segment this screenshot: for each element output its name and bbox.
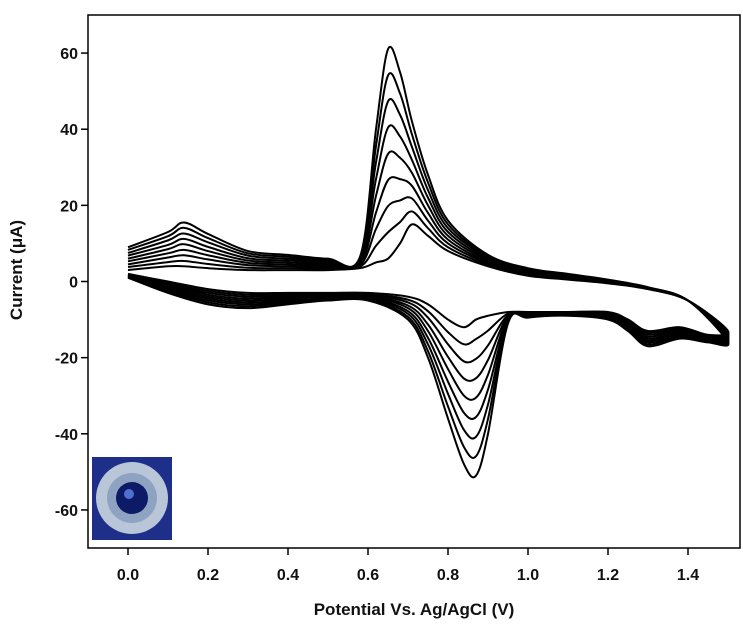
x-tick-label: 0.6 bbox=[357, 567, 379, 584]
x-tick-label: 1.0 bbox=[517, 567, 539, 584]
x-tick-label: 0.2 bbox=[197, 567, 219, 584]
cv-cycle bbox=[127, 46, 730, 479]
y-tick-label: 60 bbox=[60, 46, 78, 63]
plot-frame bbox=[87, 14, 741, 549]
y-tick-label: 40 bbox=[60, 122, 78, 139]
x-tick-label: 0.0 bbox=[117, 567, 139, 584]
x-tick-label: 0.8 bbox=[437, 567, 459, 584]
inset-photo bbox=[92, 457, 172, 540]
y-tick-label: 0 bbox=[69, 275, 78, 292]
y-tick-label: -60 bbox=[55, 503, 78, 520]
x-tick-label: 0.4 bbox=[277, 567, 299, 584]
x-tick-label: 1.2 bbox=[597, 567, 619, 584]
plot-lines bbox=[127, 46, 730, 479]
y-axis-title: Current (μA) bbox=[7, 220, 26, 320]
y-tick-label: 20 bbox=[60, 198, 78, 215]
x-axis-title: Potential Vs. Ag/AgCl (V) bbox=[314, 600, 515, 619]
y-tick-label: -40 bbox=[55, 427, 78, 444]
cv-cycle bbox=[127, 124, 730, 420]
y-tick-label: -20 bbox=[55, 351, 78, 368]
inset-highlight bbox=[124, 489, 134, 499]
x-tick-label: 1.4 bbox=[677, 567, 699, 584]
